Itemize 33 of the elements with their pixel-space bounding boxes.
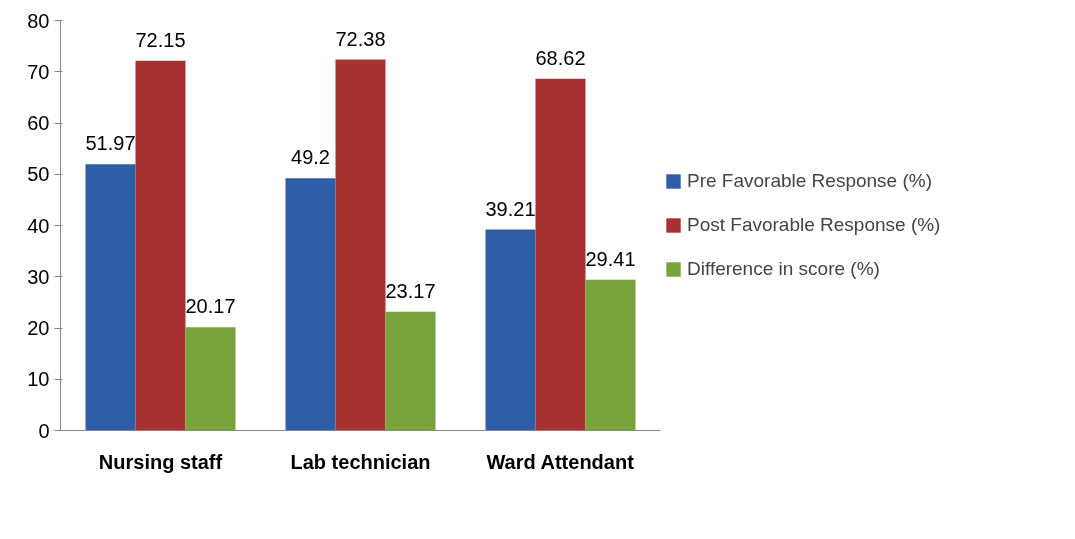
bar	[535, 78, 586, 431]
data-label: 51.97	[85, 132, 136, 155]
bar	[485, 229, 536, 431]
y-tick-label: 80	[27, 9, 50, 32]
y-tick-label: 20	[27, 317, 50, 339]
bar	[85, 164, 136, 431]
x-tick-label: Ward Attendant	[486, 450, 635, 473]
y-tick-label: 60	[27, 112, 50, 134]
bar	[385, 311, 436, 431]
bar	[585, 279, 636, 431]
data-label: 29.41	[585, 247, 636, 270]
y-tick-label: 10	[27, 368, 50, 391]
legend-label: Difference in score (%)	[687, 258, 880, 280]
y-tick-label: 30	[27, 265, 50, 288]
data-label: 39.21	[485, 197, 536, 220]
data-label: 68.62	[535, 46, 586, 69]
x-tick-label: Nursing staff	[98, 450, 223, 473]
data-label: 72.38	[335, 27, 386, 50]
data-label: 20.17	[185, 295, 236, 318]
bar	[135, 60, 186, 431]
y-tick-label: 70	[27, 60, 50, 83]
y-tick-label: 0	[38, 419, 50, 442]
bar	[285, 178, 336, 431]
y-tick-label: 50	[27, 163, 50, 186]
bar	[335, 59, 386, 431]
legend-label: Post Favorable Response (%)	[687, 214, 941, 236]
y-tick-label: 40	[27, 214, 50, 237]
x-tick-label: Lab technician	[290, 450, 431, 473]
data-label: 23.17	[385, 279, 436, 302]
data-label: 72.15	[135, 28, 186, 51]
data-label: 49.2	[291, 146, 330, 169]
legend-label: Pre Favorable Response (%)	[687, 170, 932, 192]
bar	[185, 327, 236, 431]
